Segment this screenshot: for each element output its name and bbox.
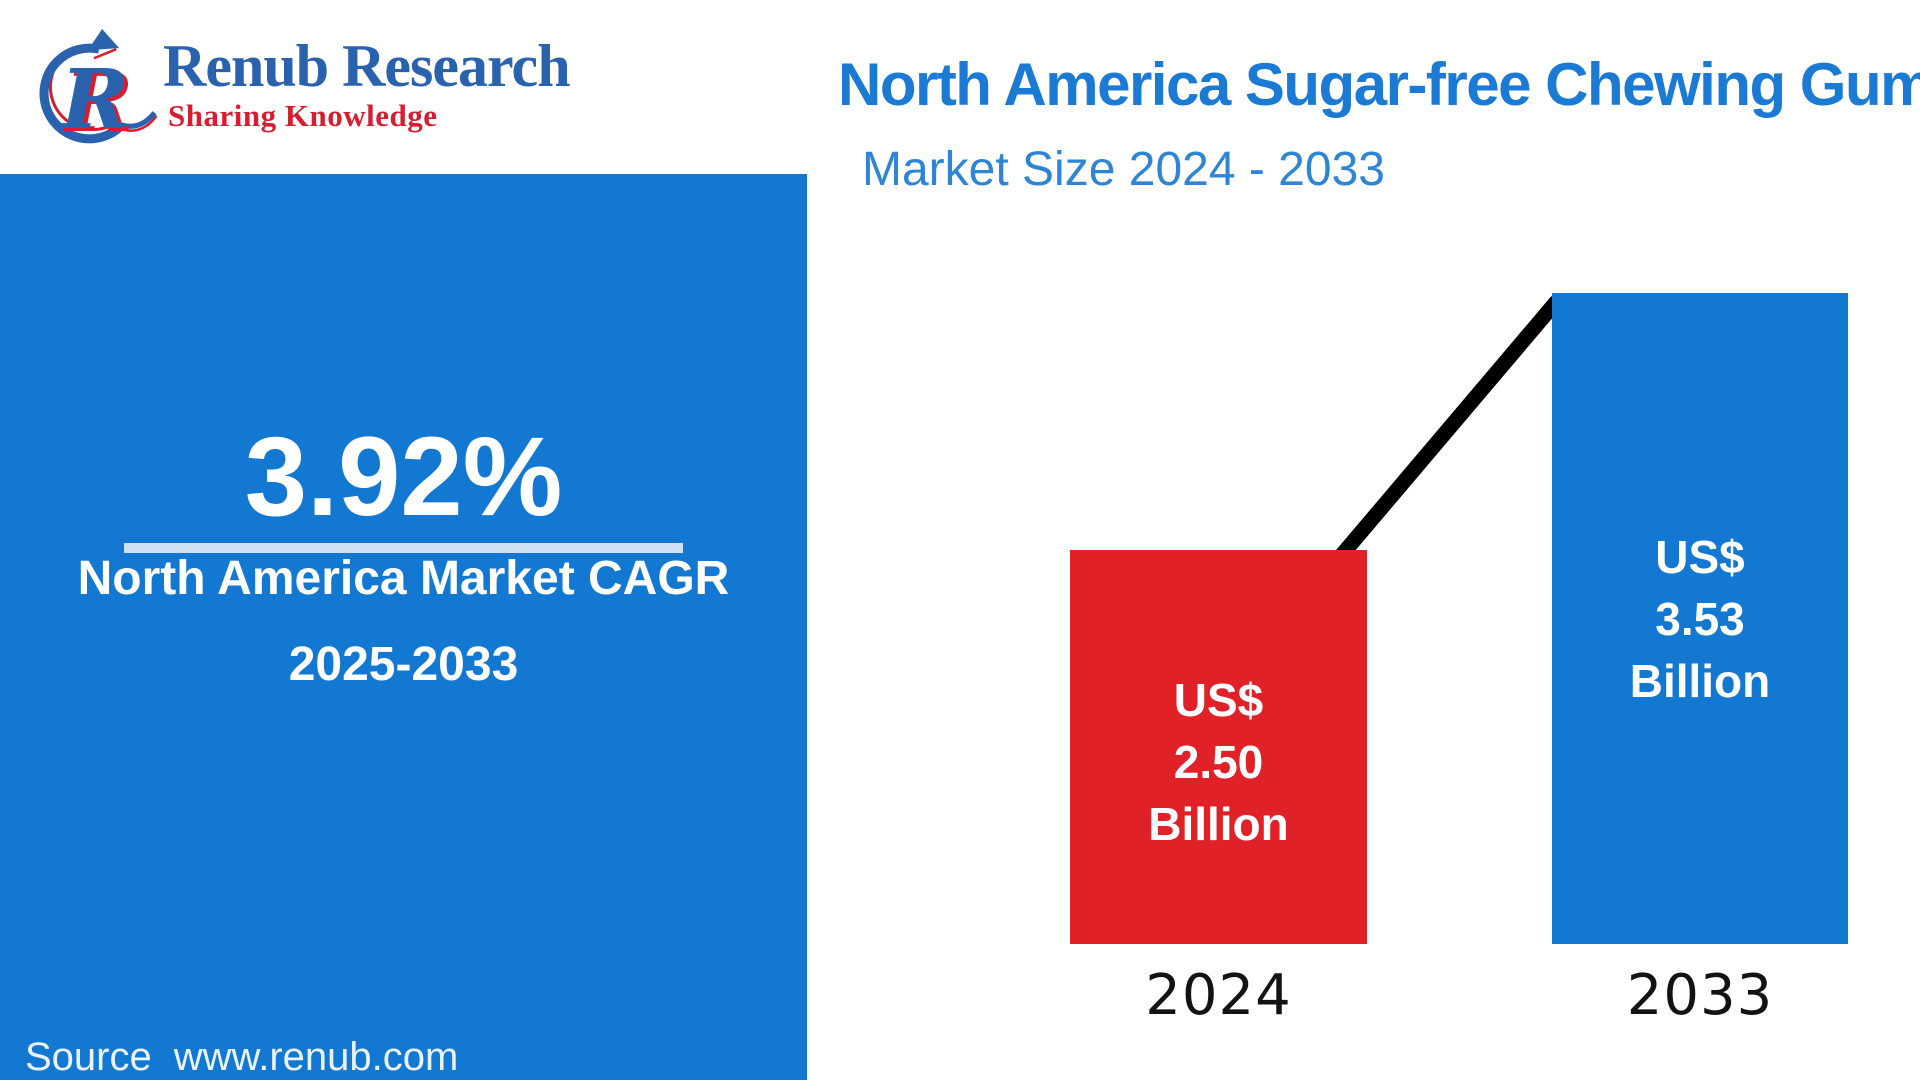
bar-label-line: US$ (1655, 531, 1745, 583)
logo-mark-icon: R R (39, 29, 157, 151)
bar-label-line: 2.50 (1173, 736, 1264, 788)
chart-subtitle: Market Size 2024 - 2033 (862, 143, 1385, 196)
renub-logo: R R (25, 28, 157, 154)
bar-label-line: Billion (1148, 798, 1289, 850)
cagr-label: North America Market CAGR (77, 552, 730, 605)
bar-label-line: 3.53 (1655, 593, 1745, 645)
cagr-underline (124, 543, 683, 553)
cagr-panel: 3.92% North America Market CAGR 2025-203… (0, 174, 807, 1080)
x-label-2033: 2033 (1626, 963, 1774, 1028)
bar-2024: US$ 2.50 Billion (1070, 550, 1367, 944)
svg-text:R: R (63, 54, 134, 151)
bar-2033: US$ 3.53 Billion (1552, 293, 1848, 944)
source-line: Source www.renub.com (25, 1034, 458, 1080)
bar-label-line: Billion (1629, 655, 1771, 707)
x-label-2024: 2024 (1145, 963, 1292, 1028)
source-label: Source (25, 1035, 152, 1079)
source-url: www.renub.com (173, 1035, 459, 1079)
bar-label-line: US$ (1173, 674, 1264, 726)
cagr-value: 3.92% (244, 414, 563, 539)
chart-title: North America Sugar-free Chewing Gum (838, 51, 1920, 118)
cagr-period: 2025-2033 (288, 638, 519, 691)
brand-name: Renub Research (163, 33, 571, 99)
brand-tagline: Sharing Knowledge (168, 98, 438, 133)
svg-text:R: R (59, 51, 130, 148)
